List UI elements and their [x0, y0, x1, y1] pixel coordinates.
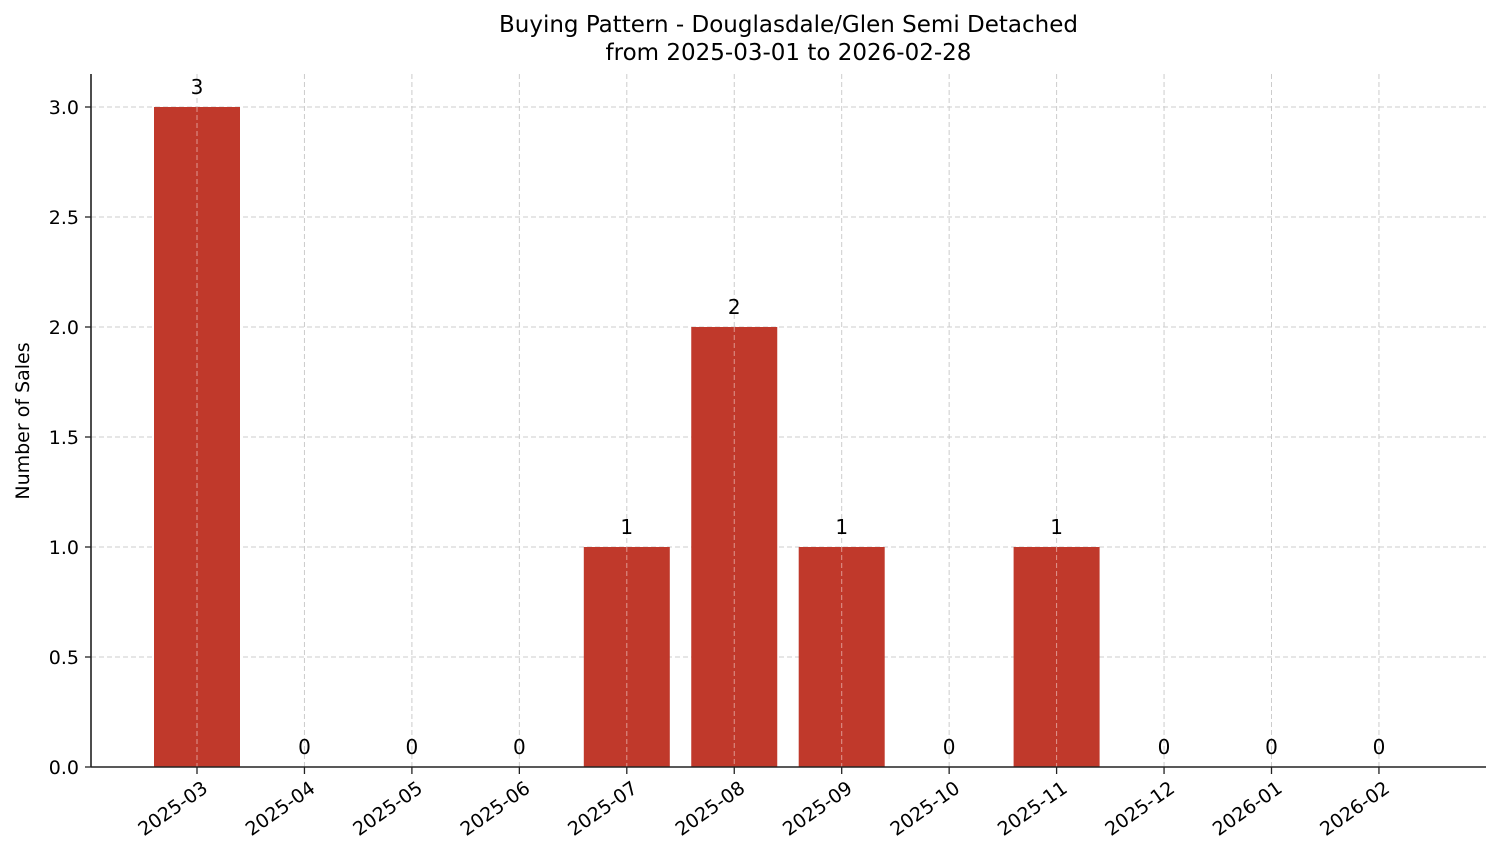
data-label: 0	[1265, 735, 1278, 759]
data-label: 1	[1050, 515, 1063, 539]
x-tick-label: 2025-09	[779, 777, 857, 841]
y-tick-label: 1.0	[49, 537, 79, 559]
x-tick-label: 2025-07	[564, 777, 642, 841]
x-tick-label: 2025-03	[134, 777, 212, 841]
x-tick-label: 2026-02	[1316, 777, 1394, 841]
data-label: 3	[191, 75, 204, 99]
x-tick-label: 2026-01	[1209, 777, 1287, 841]
y-tick-label: 3.0	[49, 97, 79, 119]
y-tick-label: 2.5	[49, 207, 79, 229]
data-label: 2	[728, 295, 741, 319]
data-label: 0	[1158, 735, 1171, 759]
chart-subtitle: from 2025-03-01 to 2026-02-28	[605, 40, 972, 66]
x-tick-label: 2025-08	[671, 777, 749, 841]
data-label: 0	[406, 735, 419, 759]
data-label: 1	[835, 515, 848, 539]
x-tick-label: 2025-05	[349, 777, 427, 841]
y-tick-label: 0.0	[49, 757, 79, 779]
data-label: 0	[943, 735, 956, 759]
y-tick-label: 0.5	[49, 647, 79, 669]
data-label: 0	[298, 735, 311, 759]
x-tick-label: 2025-04	[242, 777, 320, 841]
data-label: 0	[1373, 735, 1386, 759]
x-tick-label: 2025-11	[994, 777, 1072, 841]
y-tick-label: 1.5	[49, 427, 79, 449]
x-tick-label: 2025-10	[886, 777, 964, 841]
chart-title: Buying Pattern - Douglasdale/Glen Semi D…	[499, 12, 1078, 38]
y-tick-label: 2.0	[49, 317, 79, 339]
data-label: 1	[620, 515, 633, 539]
x-tick-label: 2025-06	[457, 777, 535, 841]
x-tick-label: 2025-12	[1101, 777, 1179, 841]
data-label: 0	[513, 735, 526, 759]
